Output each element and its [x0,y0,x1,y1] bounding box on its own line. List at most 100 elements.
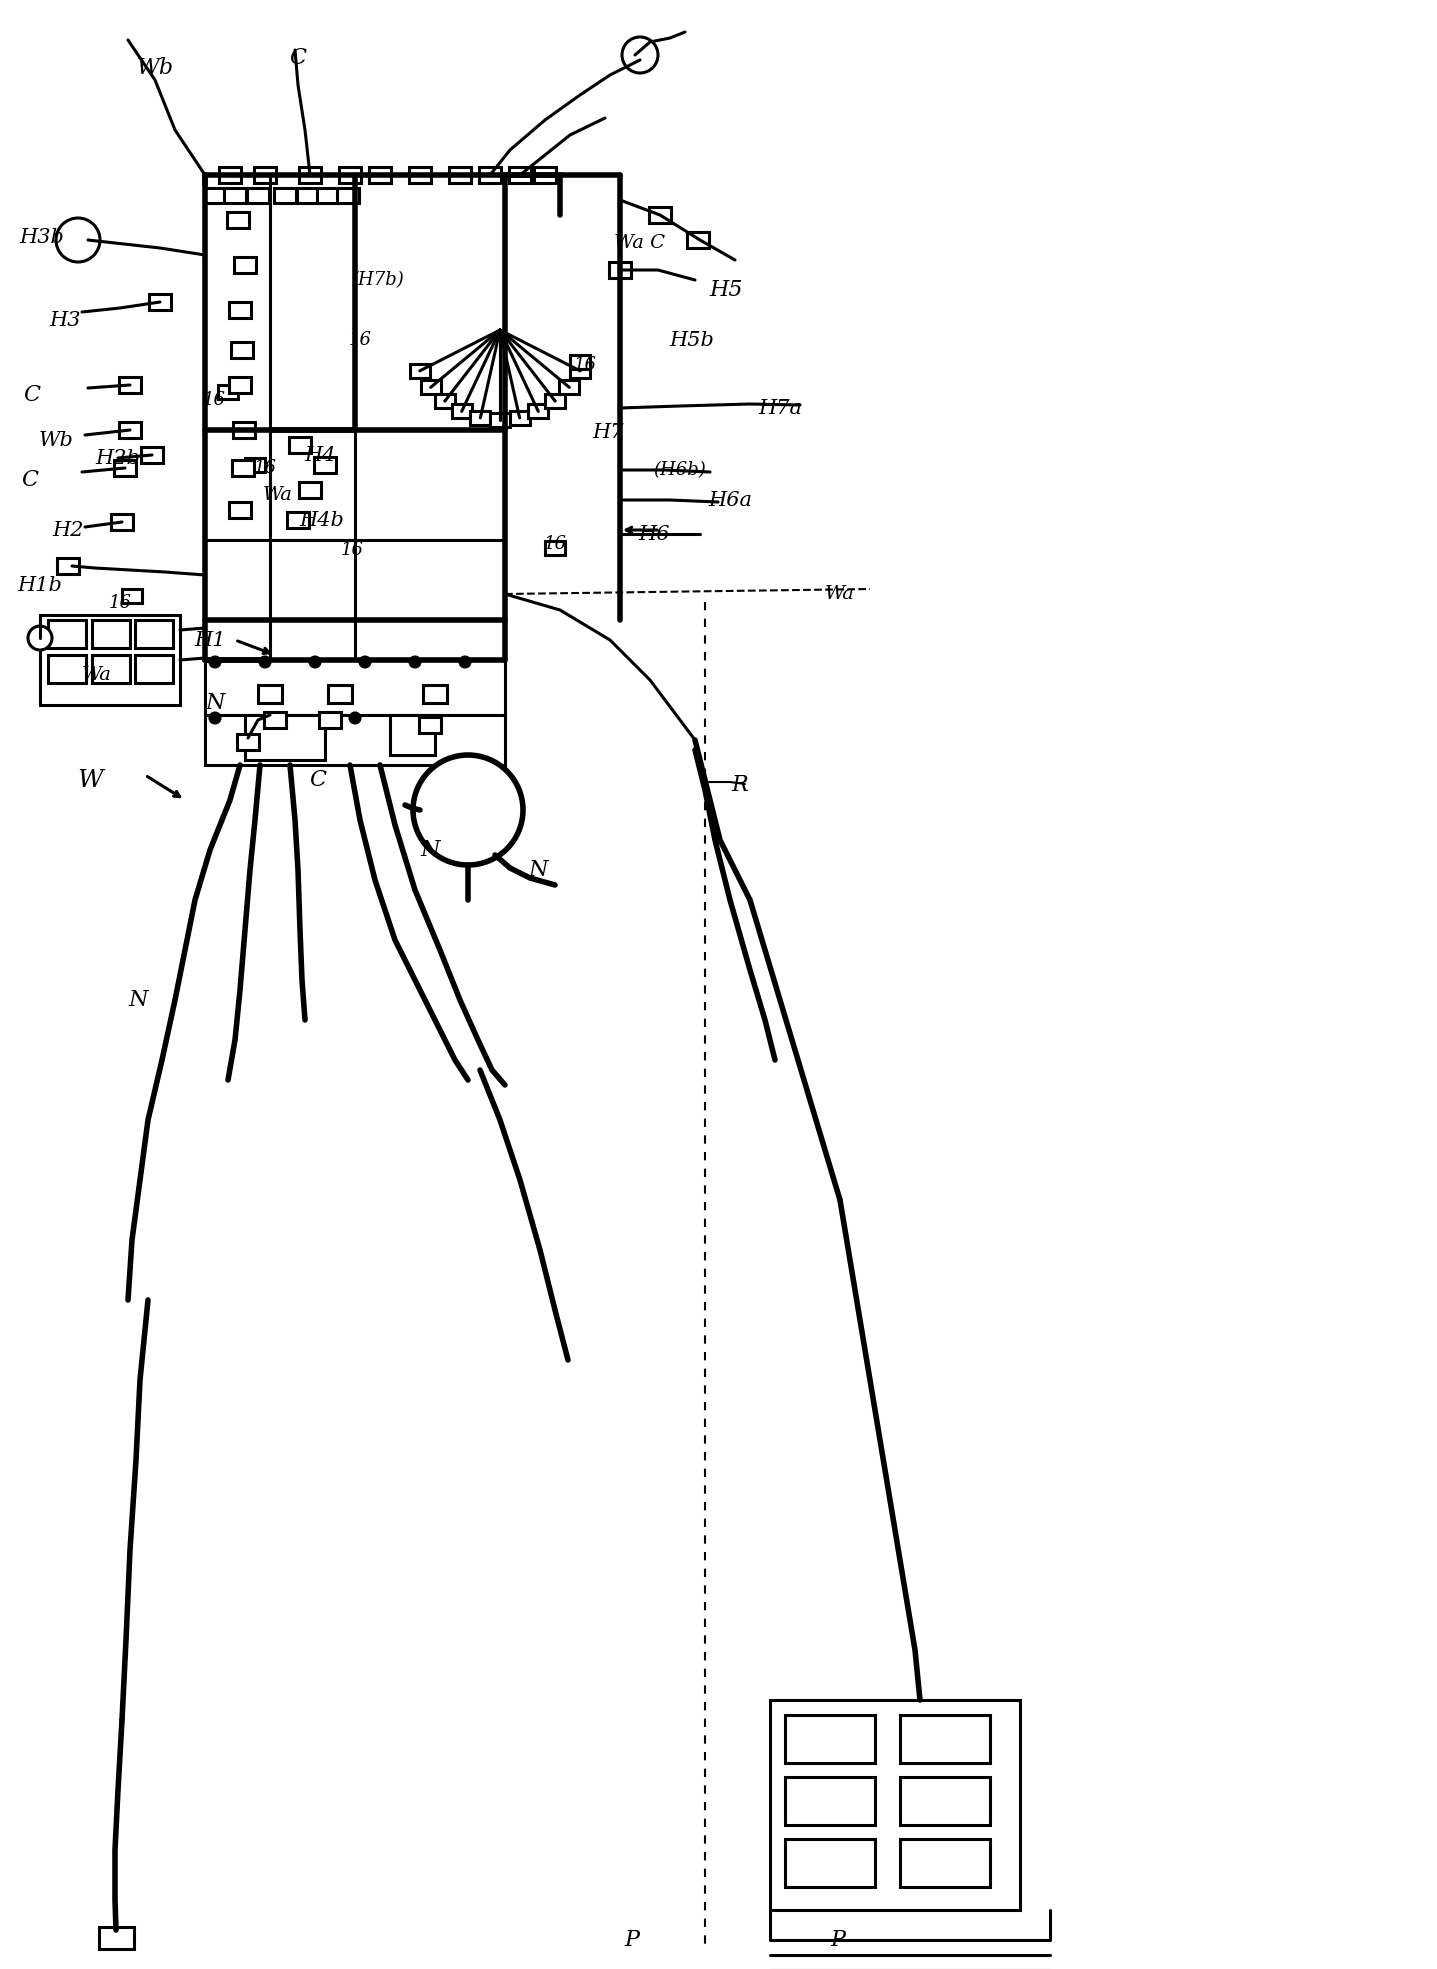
Text: C: C [23,384,40,406]
Bar [92,620,129,648]
Bar [299,482,320,498]
Text: N: N [420,839,440,860]
Bar [545,394,565,408]
Bar [204,187,226,203]
Bar [205,660,504,715]
Text: H1: H1 [194,630,226,650]
Bar [299,167,320,183]
Bar [410,364,430,378]
Bar [264,713,286,729]
Bar [570,364,591,378]
Text: N: N [128,988,148,1010]
Text: H7: H7 [592,423,624,441]
Bar [228,301,251,319]
Bar [315,457,336,473]
Bar [338,187,359,203]
Bar [545,541,565,555]
Bar [224,187,246,203]
Bar [900,1776,990,1825]
Text: H3b: H3b [20,228,65,246]
Circle shape [27,626,52,650]
Bar [244,459,264,473]
Text: H4: H4 [305,445,336,465]
Bar [141,447,162,463]
Text: 16: 16 [543,536,566,553]
Bar [900,1839,990,1886]
Text: Wb: Wb [39,431,73,449]
Bar [47,620,86,648]
Text: 16: 16 [109,595,132,612]
Text: 16: 16 [349,331,372,349]
Bar [510,412,530,425]
Text: H3: H3 [49,311,80,329]
Text: 16: 16 [341,541,364,559]
Bar [231,343,253,358]
Bar [149,293,171,309]
Circle shape [460,658,470,667]
Text: H1b: H1b [17,575,62,595]
Bar [227,213,249,228]
Bar [92,656,129,683]
Bar [328,685,352,703]
Bar [228,502,251,518]
Circle shape [622,37,658,73]
Bar [509,167,532,183]
Circle shape [410,658,420,667]
Text: Wb: Wb [137,57,174,79]
Text: C: C [309,770,326,792]
Bar [422,685,447,703]
Text: H6a: H6a [708,490,752,510]
Bar [318,187,339,203]
Bar [529,404,549,419]
Circle shape [56,219,101,262]
Bar [244,715,325,760]
Bar [410,167,431,183]
Text: R: R [731,774,749,795]
Bar [99,1928,134,1949]
Text: H2: H2 [52,520,83,540]
Bar [650,207,671,222]
Text: Wa: Wa [825,585,855,603]
Bar [218,386,239,400]
Text: 16: 16 [203,392,226,410]
Bar [297,187,319,203]
Bar [448,167,471,183]
Text: (H7b): (H7b) [352,272,404,289]
Text: (H6b): (H6b) [654,461,707,478]
Bar [369,167,391,183]
Text: Wa: Wa [82,666,112,683]
Bar [228,376,251,394]
Bar [570,354,591,368]
Text: H2b: H2b [96,449,141,467]
Text: C: C [22,469,39,490]
Bar [319,713,341,729]
Text: H7a: H7a [757,398,802,417]
Text: N: N [529,858,547,880]
Bar [231,461,254,476]
Bar [900,1715,990,1762]
Bar [389,715,435,754]
Bar [119,421,141,437]
Bar [687,232,708,248]
Bar [609,262,631,278]
Bar [205,715,504,766]
Text: Wa C: Wa C [615,234,665,252]
Bar [247,187,269,203]
Text: P: P [831,1930,845,1951]
Bar [234,258,256,274]
Bar [114,461,137,476]
Bar [289,437,310,453]
Circle shape [310,658,320,667]
Text: H5b: H5b [670,331,714,350]
Bar [470,412,490,425]
Circle shape [412,754,523,864]
Bar [135,656,172,683]
Bar [785,1839,875,1886]
Bar [287,512,309,528]
Bar [122,589,142,603]
Text: 16: 16 [573,356,596,374]
Bar [259,685,282,703]
Text: W: W [78,768,103,792]
Bar [785,1715,875,1762]
Bar [535,167,556,183]
